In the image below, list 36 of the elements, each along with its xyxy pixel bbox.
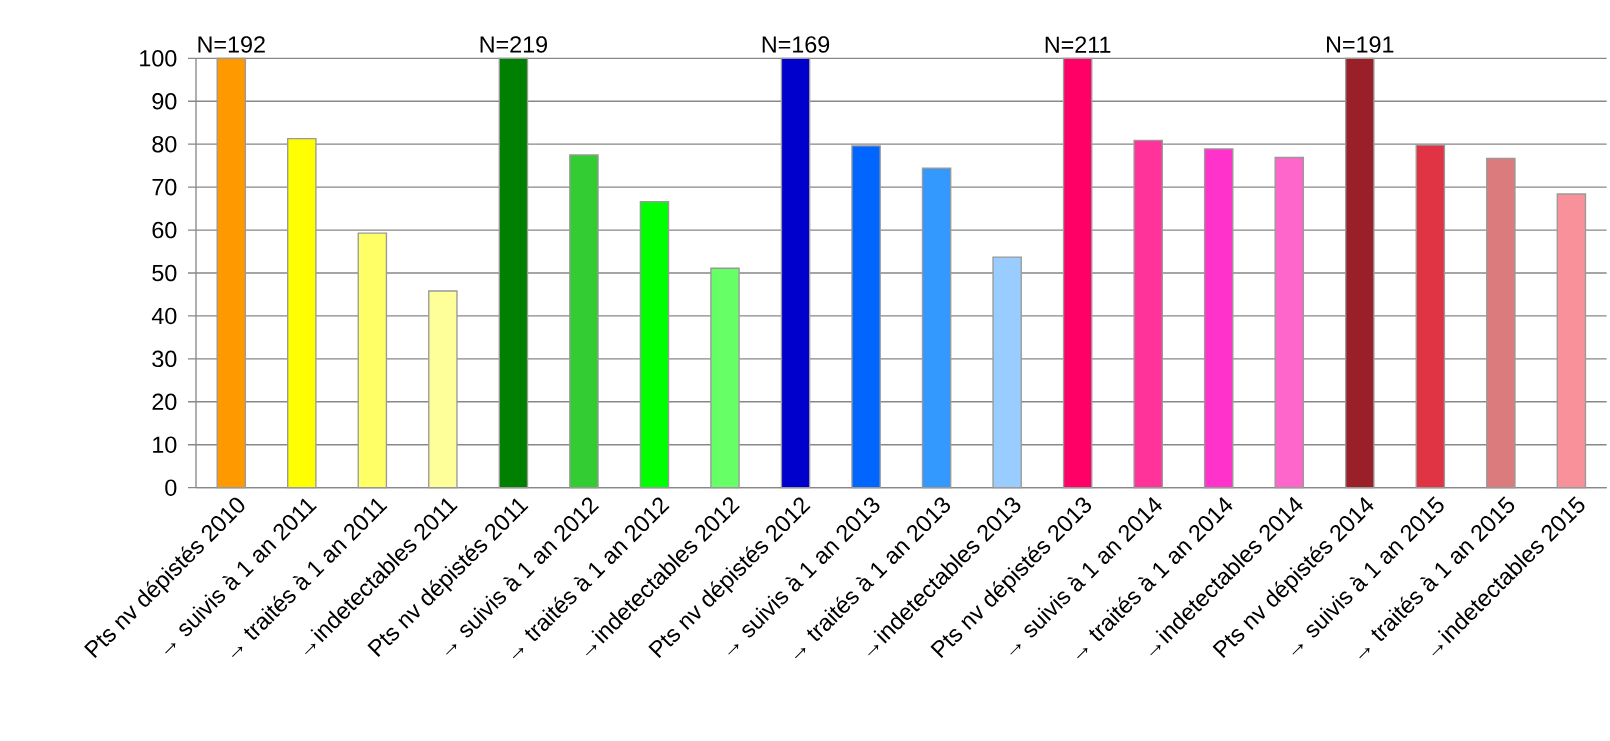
bar — [1203, 148, 1234, 489]
y-tick-label: 80 — [152, 135, 177, 153]
bar — [1274, 156, 1305, 489]
y-tick-label: 50 — [152, 264, 177, 282]
bar — [710, 267, 740, 489]
annotation: N=211 — [1045, 36, 1111, 53]
bar — [639, 201, 670, 489]
bar — [1415, 144, 1446, 489]
y-tick-label: 90 — [152, 93, 177, 110]
bar — [1486, 157, 1516, 489]
bar — [1345, 57, 1375, 489]
bar — [992, 256, 1022, 489]
bar — [921, 167, 952, 489]
annotation: N=192 — [198, 36, 265, 53]
bar — [569, 154, 599, 489]
bar — [216, 57, 247, 489]
bar — [1062, 57, 1093, 489]
y-tick-label: 60 — [152, 221, 177, 239]
bar — [1133, 139, 1163, 489]
y-tick-label: 70 — [152, 178, 177, 196]
bar — [287, 137, 317, 489]
annotation: N=169 — [762, 36, 830, 53]
bar — [780, 57, 811, 489]
bar — [428, 290, 458, 489]
y-tick-label: 100 — [140, 50, 177, 67]
bar — [498, 57, 529, 489]
annotation: N=191 — [1327, 36, 1394, 53]
y-tick-label: 10 — [153, 436, 177, 453]
y-tick-label: 0 — [165, 479, 177, 496]
bar — [357, 232, 388, 489]
annotation: N=219 — [480, 36, 547, 53]
bar — [1556, 193, 1587, 489]
y-tick-label: 30 — [152, 350, 177, 368]
bar — [851, 145, 881, 489]
y-tick-label: 20 — [152, 393, 177, 411]
y-tick-label: 40 — [151, 307, 177, 325]
